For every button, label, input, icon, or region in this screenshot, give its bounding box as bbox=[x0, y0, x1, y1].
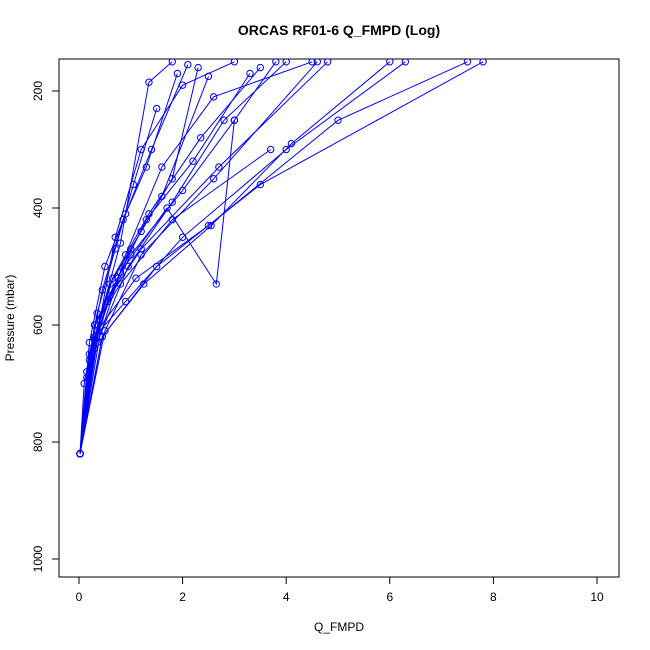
data-point bbox=[215, 163, 223, 171]
data-point bbox=[266, 145, 275, 154]
series-line bbox=[79, 76, 209, 454]
data-point bbox=[256, 180, 264, 189]
data-point bbox=[209, 93, 218, 101]
data-point bbox=[145, 78, 153, 86]
data-point bbox=[334, 116, 342, 124]
data-point bbox=[256, 63, 264, 72]
profile-series-11 bbox=[76, 72, 213, 458]
data-point bbox=[137, 227, 145, 236]
series-line bbox=[79, 61, 391, 454]
x-tick-label: 10 bbox=[590, 590, 604, 604]
x-tick-label: 8 bbox=[490, 590, 497, 604]
data-point bbox=[282, 145, 290, 154]
profile-series-1 bbox=[76, 59, 239, 458]
y-axis-label: Pressure (mbar) bbox=[3, 275, 17, 362]
data-point bbox=[212, 280, 220, 288]
series-line bbox=[79, 61, 235, 454]
y-axis: 200 400 600 800 1000 bbox=[31, 81, 60, 572]
plot-frame bbox=[58, 58, 620, 578]
data-point bbox=[287, 139, 296, 148]
series-line bbox=[79, 108, 158, 454]
y-tick-label: 800 bbox=[31, 432, 45, 452]
data-point bbox=[207, 221, 215, 230]
data-point bbox=[272, 59, 280, 66]
data-point bbox=[313, 59, 321, 66]
data-point bbox=[197, 134, 205, 142]
data-point bbox=[230, 116, 239, 124]
profile-series-12 bbox=[76, 59, 280, 458]
series-line bbox=[79, 61, 318, 454]
data-point bbox=[153, 262, 161, 271]
data-point bbox=[308, 59, 316, 66]
data-point bbox=[132, 274, 140, 282]
data-point bbox=[173, 69, 182, 78]
profile-series-7 bbox=[76, 59, 332, 458]
data-point bbox=[230, 59, 239, 66]
data-point bbox=[129, 180, 138, 189]
data-point bbox=[101, 262, 109, 271]
y-tick-label: 600 bbox=[31, 315, 45, 335]
data-point bbox=[145, 210, 153, 218]
plot-area bbox=[76, 59, 487, 458]
x-tick-label: 0 bbox=[76, 590, 83, 604]
data-point bbox=[163, 204, 171, 212]
data-point bbox=[85, 350, 94, 358]
profile-series-6 bbox=[76, 59, 487, 458]
data-point bbox=[209, 175, 218, 183]
data-point bbox=[194, 63, 202, 72]
data-point bbox=[158, 163, 166, 171]
data-point bbox=[204, 72, 213, 81]
profile-series-10 bbox=[76, 104, 161, 458]
data-point bbox=[401, 59, 410, 66]
data-point bbox=[98, 333, 107, 341]
data-point bbox=[168, 59, 176, 66]
data-point bbox=[386, 59, 394, 66]
data-point bbox=[116, 239, 125, 247]
data-point bbox=[184, 60, 192, 69]
series-line bbox=[79, 61, 468, 454]
data-point bbox=[142, 163, 151, 171]
x-tick-label: 6 bbox=[386, 590, 393, 604]
data-point bbox=[121, 297, 130, 306]
data-point bbox=[323, 59, 332, 66]
data-point bbox=[168, 198, 176, 206]
x-axis: 0 2 4 6 8 10 bbox=[76, 576, 604, 604]
profile-series-20 bbox=[76, 59, 176, 458]
data-point bbox=[220, 116, 228, 124]
data-point bbox=[96, 315, 104, 323]
data-point bbox=[140, 280, 148, 288]
y-tick-label: 1000 bbox=[31, 545, 45, 572]
data-point bbox=[114, 274, 122, 282]
x-tick-label: 4 bbox=[283, 590, 290, 604]
data-point bbox=[76, 450, 84, 458]
y-tick-label: 200 bbox=[31, 81, 45, 101]
data-point bbox=[108, 274, 117, 282]
series-line bbox=[79, 73, 251, 454]
data-point bbox=[282, 59, 290, 66]
y-tick-label: 400 bbox=[31, 198, 45, 218]
data-point bbox=[168, 175, 176, 183]
x-tick-label: 2 bbox=[179, 590, 186, 604]
data-point bbox=[246, 69, 254, 78]
series-line bbox=[79, 61, 173, 454]
data-point bbox=[479, 59, 487, 66]
series-line bbox=[79, 61, 287, 454]
data-point bbox=[137, 251, 145, 259]
x-axis-label: Q_FMPD bbox=[314, 620, 364, 634]
series-line bbox=[79, 61, 328, 454]
data-point bbox=[153, 104, 161, 113]
series-line bbox=[79, 61, 313, 454]
data-point bbox=[83, 373, 91, 382]
series-line bbox=[79, 61, 277, 454]
data-point bbox=[463, 59, 472, 66]
data-point bbox=[189, 157, 197, 165]
chart-title: ORCAS RF01-6 Q_FMPD (Log) bbox=[238, 22, 440, 38]
